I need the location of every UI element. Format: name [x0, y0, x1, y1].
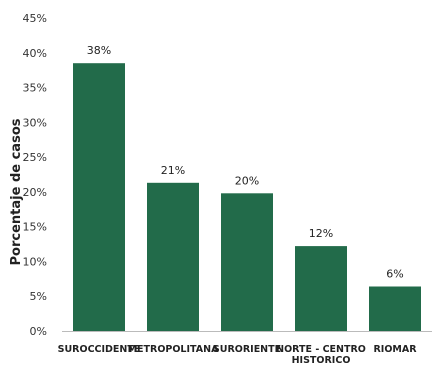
bars	[73, 63, 421, 331]
bar-4	[369, 286, 421, 331]
x-category-label: SURORIENTE	[213, 344, 281, 355]
y-axis-ticks: 0% 5% 10% 15% 20% 25% 30% 35% 40% 45%	[23, 12, 47, 338]
x-axis-categories: SUROCCIDENTEMETROPOLITANASURORIENTENORTE…	[58, 344, 418, 366]
y-tick-label: 25%	[23, 151, 47, 164]
y-tick-label: 15%	[23, 221, 47, 234]
y-tick-label: 5%	[30, 290, 47, 303]
bar-2	[221, 193, 273, 331]
y-tick-label: 35%	[23, 82, 47, 95]
data-label: 38%	[87, 44, 111, 57]
y-tick-label: 30%	[23, 116, 47, 129]
x-category-line: RIOMAR	[373, 344, 417, 355]
x-category-label: NORTE - CENTRO HISTORICO	[276, 344, 366, 366]
data-label: 6%	[386, 268, 403, 281]
data-labels: 38% 21% 20% 12% 6%	[87, 44, 404, 280]
x-category-line: METROPOLITANA	[128, 344, 219, 355]
y-tick-label: 20%	[23, 186, 47, 199]
data-label: 20%	[235, 174, 259, 187]
y-tick-label: 10%	[23, 255, 47, 268]
bar-1	[147, 182, 199, 331]
x-category-line: NORTE - CENTRO	[276, 344, 366, 355]
data-label: 21%	[161, 164, 185, 177]
y-tick-label: 0%	[30, 325, 47, 338]
bar-3	[295, 246, 347, 331]
bar-0	[73, 63, 125, 331]
x-category-line: SUROCCIDENTE	[58, 344, 141, 355]
x-category-line: SURORIENTE	[213, 344, 281, 355]
data-label: 12%	[309, 227, 333, 240]
y-tick-label: 45%	[23, 12, 47, 25]
y-tick-label: 40%	[23, 47, 47, 60]
x-category-label: METROPOLITANA	[128, 344, 219, 355]
x-category-label: RIOMAR	[373, 344, 417, 355]
x-category-line: HISTORICO	[292, 355, 351, 366]
x-category-label: SUROCCIDENTE	[58, 344, 141, 355]
y-axis-label: Porcentaje de casos	[9, 118, 24, 265]
